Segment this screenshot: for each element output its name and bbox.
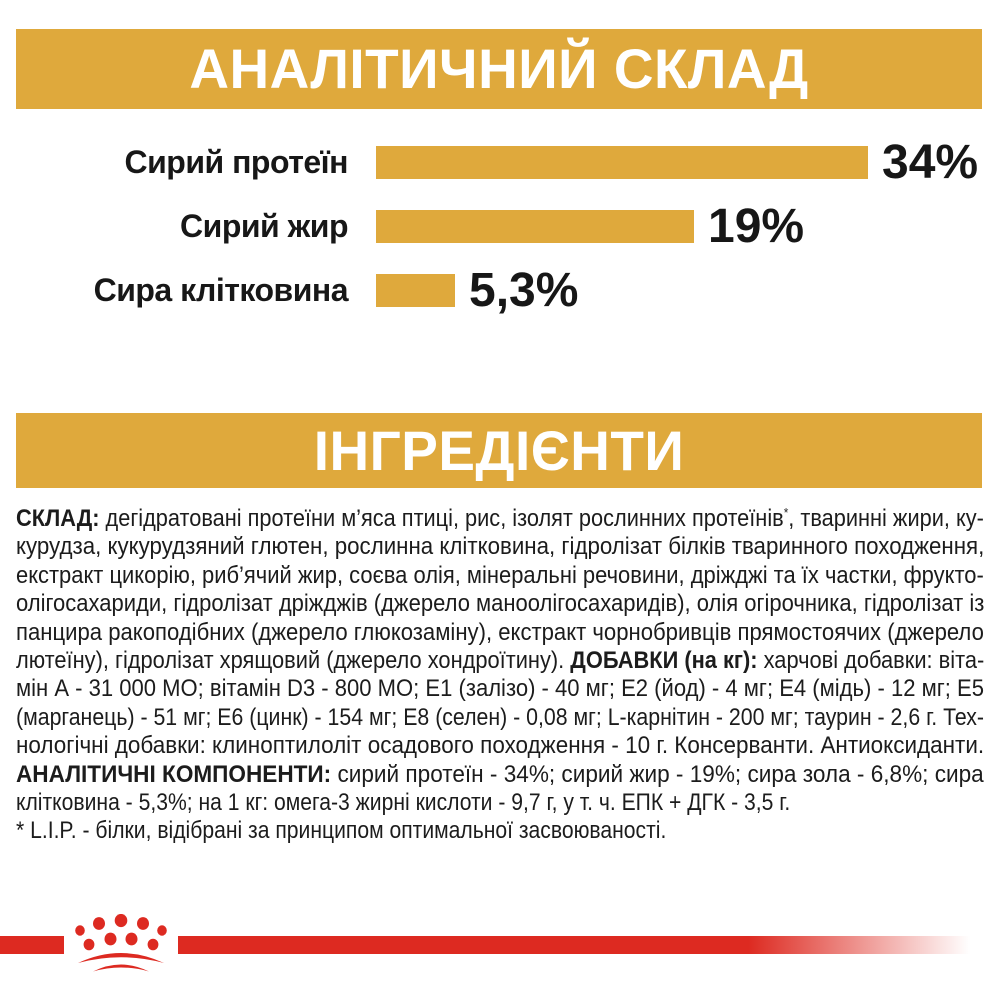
ingredients-text-line: лютеїну), гідролізат хрящовий (джерело х… (16, 647, 984, 675)
text-segment: * (783, 505, 789, 520)
text-segment: олігосахариди, гідролізат дріжджів (джер… (16, 590, 985, 618)
royal-canin-crown-logo (75, 914, 167, 972)
ingredients-text-line: АНАЛІТИЧНІ КОМПОНЕНТИ: сирий протеїн - 3… (16, 761, 984, 789)
analytical-composition-bar-chart: Сирий протеїн 34% Сирий жир 19% Сира клітков… (16, 130, 984, 322)
ingredients-text-line: нологічні добавки: клиноптилоліт осадово… (16, 732, 984, 760)
text-segment: нологічні добавки: клиноптилоліт осадово… (16, 732, 985, 760)
chart-row: Сирий жир 19% (16, 194, 984, 258)
nutrient-bar (376, 209, 694, 243)
nutrient-bar (376, 145, 868, 179)
text-segment: екстракт цикорію, риб’ячий жир, соєва ол… (16, 561, 984, 589)
ingredients-text-line: панцира ракоподібних (джерело глюкозамін… (16, 619, 984, 647)
chart-row: Сирий протеїн 34% (16, 130, 984, 194)
text-segment: СКЛАД: (16, 505, 100, 532)
nutrient-value: 19% (708, 199, 805, 253)
footer-stripe-left (0, 936, 64, 954)
text-segment: харчові добавки: віта- (757, 646, 985, 674)
nutrient-bar (376, 273, 455, 307)
text-segment: дегідратовані протеїни м’яса птиці, рис,… (99, 505, 784, 532)
analytical-composition-header-band: АНАЛІТИЧНИЙ СКЛАД (16, 29, 982, 109)
nutrient-label: Сира клітковина (93, 271, 349, 308)
text-segment: сирий протеїн - 34%; сирий жир - 19%; си… (331, 760, 984, 788)
text-segment: клітковина - 5,3%; на 1 кг: омега-3 жирн… (16, 788, 791, 816)
text-segment: панцира ракоподібних (джерело глюкозамін… (16, 618, 984, 646)
text-segment: (марганець) - 51 мг; Е6 (цинк) - 154 мг;… (16, 703, 985, 731)
ingredients-text-line: мін А - 31 000 МО; вітамін D3 - 800 МО; … (16, 675, 984, 703)
nutrient-value: 34% (882, 135, 979, 189)
nutrient-label: Сирий протеїн (124, 143, 349, 180)
ingredients-text-line: СКЛАД: дегідратовані протеїни м’яса птиц… (16, 505, 984, 533)
analytical-composition-title: АНАЛІТИЧНИЙ СКЛАД (189, 37, 809, 100)
text-segment: , тваринні жири, ку- (788, 505, 984, 532)
ingredients-header-band: ІНГРЕДІЄНТИ (16, 413, 982, 488)
ingredients-text-line: курудза, кукурудзяний глютен, рослинна к… (16, 533, 984, 561)
ingredients-text-line: (марганець) - 51 мг; Е6 (цинк) - 154 мг;… (16, 704, 984, 732)
ingredients-text-block: СКЛАД: дегідратовані протеїни м’яса птиц… (16, 505, 984, 846)
ingredients-text-line: олігосахариди, гідролізат дріжджів (джер… (16, 590, 984, 618)
text-segment: ДОБАВКИ (на кг): (570, 646, 758, 674)
ingredients-text-line: * L.I.P. - білки, відібрані за принципом… (16, 817, 984, 845)
nutrient-label: Сирий жир (180, 207, 348, 244)
chart-row: Сира клітковина 5,3% (16, 258, 984, 322)
text-segment: * L.I.P. - білки, відібрані за принципом… (16, 817, 667, 845)
ingredients-text-line: клітковина - 5,3%; на 1 кг: омега-3 жирн… (16, 789, 984, 817)
ingredients-title: ІНГРЕДІЄНТИ (313, 419, 685, 482)
text-segment: АНАЛІТИЧНІ КОМПОНЕНТИ: (16, 760, 332, 788)
text-segment: лютеїну), гідролізат хрящовий (джерело х… (16, 646, 571, 674)
nutrient-value: 5,3% (469, 263, 579, 317)
text-segment: мін А - 31 000 МО; вітамін D3 - 800 МО; … (16, 675, 984, 703)
ingredients-text-line: екстракт цикорію, риб’ячий жир, соєва ол… (16, 562, 984, 590)
footer-stripe-right (178, 936, 970, 954)
text-segment: курудза, кукурудзяний глютен, рослинна к… (16, 533, 985, 561)
